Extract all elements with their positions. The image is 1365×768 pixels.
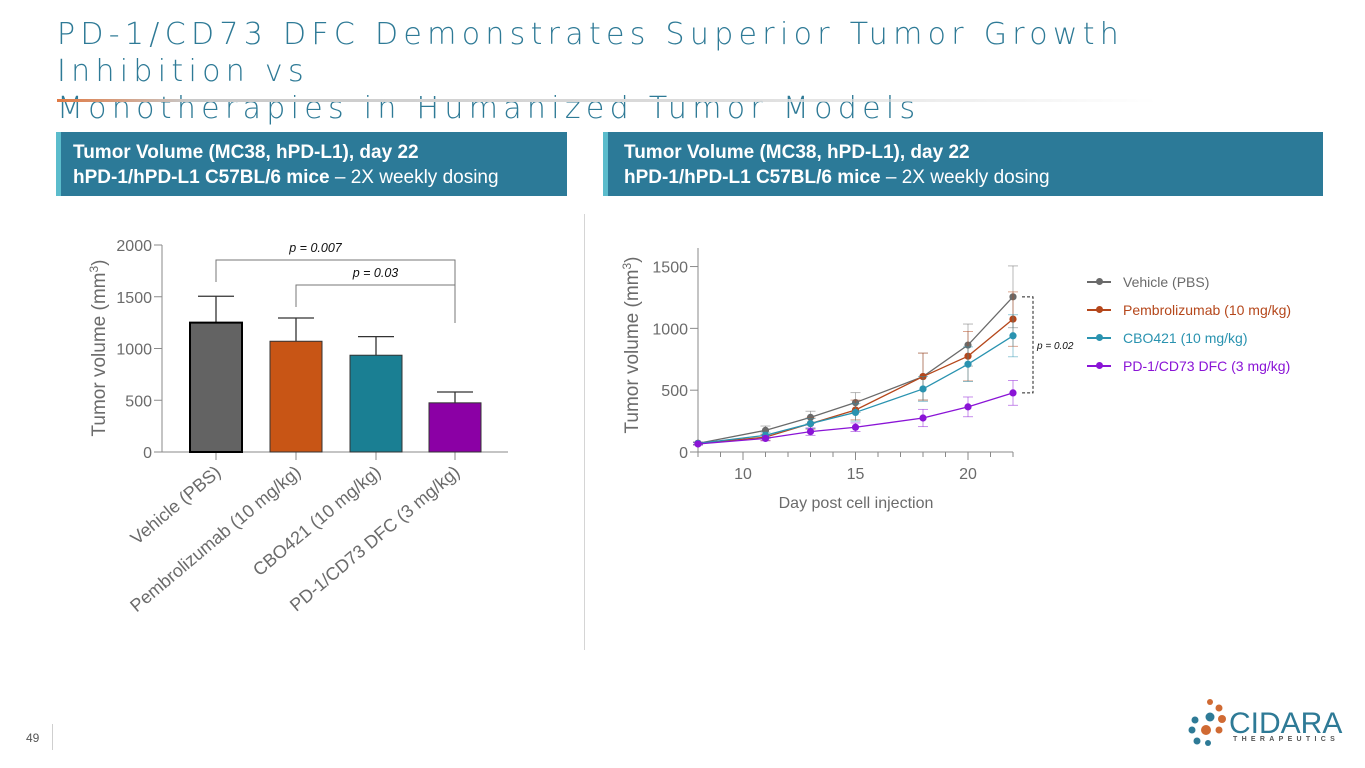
right-header-line2-bold: hPD-1/hPD-L1 C57BL/6 mice xyxy=(624,167,881,188)
bar-y-tick-label: 1500 xyxy=(116,290,152,307)
legend-item: PD-1/CD73 DFC (3 mg/kg) xyxy=(1087,354,1291,382)
line-chart-y-axis-label: Tumor volume (mm3) xyxy=(620,257,643,434)
line-y-tick-label: 0 xyxy=(679,445,688,462)
line-chart-legend: Vehicle (PBS) Pembrolizumab (10 mg/kg) CBO… xyxy=(1087,270,1291,382)
data-point xyxy=(851,408,860,417)
legend-marker-icon xyxy=(1096,278,1103,285)
legend-label: CBO421 (10 mg/kg) xyxy=(1123,330,1248,346)
significance-bracket xyxy=(295,284,456,323)
bar-x-tick-label: Pembrolizumab (10 mg/kg) xyxy=(126,462,304,616)
bar-y-tick-label: 1000 xyxy=(116,342,152,359)
line-x-tick-label: 15 xyxy=(847,466,865,483)
data-point xyxy=(1009,332,1017,340)
legend-marker-icon xyxy=(1096,362,1103,369)
line-y-tick-label: 500 xyxy=(661,383,688,400)
page-number: 49 xyxy=(26,731,40,745)
left-panel-header: Tumor Volume (MC38, hPD-L1), day 22 hPD-… xyxy=(56,132,567,196)
dot-cluster-icon xyxy=(1188,699,1226,746)
bar-y-tick-label: 0 xyxy=(143,445,152,462)
data-point xyxy=(964,360,972,368)
bar xyxy=(349,354,403,453)
legend-label: Vehicle (PBS) xyxy=(1123,274,1210,290)
right-header-line2-rest: – 2X weekly dosing xyxy=(880,167,1050,188)
logo-wordmark: CIDARA xyxy=(1229,707,1343,740)
line-y-tick-label: 1500 xyxy=(652,260,688,277)
slide-title-line1: PD-1/CD73 DFC Demonstrates Superior Tumo… xyxy=(57,17,1125,89)
p-value-label: p = 0.007 xyxy=(288,241,343,255)
right-header-line1: Tumor Volume (MC38, hPD-L1), day 22 xyxy=(624,142,970,163)
line-chart-axes: 0 500 1000 1500 10 15 20 xyxy=(652,248,1014,483)
data-point xyxy=(964,403,972,411)
line-chart-annotations: p = 0.02 xyxy=(1022,296,1074,394)
p-value-label: p = 0.03 xyxy=(352,266,399,280)
slide-title: PD-1/CD73 DFC Demonstrates Superior Tumo… xyxy=(57,16,1317,127)
line-series xyxy=(693,380,1018,448)
line-chart: 0 500 1000 1500 10 15 20 p = 0.02 Tumor volume… xyxy=(620,248,1074,512)
data-point xyxy=(919,385,927,393)
left-header-line2-rest: – 2X weekly dosing xyxy=(329,167,499,188)
bar xyxy=(189,321,243,453)
legend-item: CBO421 (10 mg/kg) xyxy=(1087,326,1291,354)
bar-chart-y-axis-label: Tumor volume (mm3) xyxy=(87,260,110,437)
bar-y-tick-label: 500 xyxy=(125,393,152,410)
significance-bracket xyxy=(1022,296,1034,394)
significance-bracket xyxy=(215,259,456,323)
legend-marker-icon xyxy=(1096,306,1103,313)
data-point xyxy=(694,440,702,448)
legend-label: PD-1/CD73 DFC (3 mg/kg) xyxy=(1123,358,1291,374)
bar-chart-bars xyxy=(189,295,482,453)
legend-marker-icon xyxy=(1096,334,1103,341)
bar xyxy=(428,402,482,453)
left-header-line1: Tumor Volume (MC38, hPD-L1), day 22 xyxy=(73,142,419,163)
line-x-tick-label: 10 xyxy=(734,466,752,483)
line-chart-series xyxy=(693,265,1018,448)
line-y-tick-label: 1000 xyxy=(652,321,688,338)
data-point xyxy=(806,428,815,436)
data-point xyxy=(806,419,815,428)
bar-chart-annotations: p = 0.007 p = 0.03 xyxy=(215,241,456,323)
data-point xyxy=(761,434,770,442)
page-number-divider xyxy=(52,724,53,750)
bar-y-tick-label: 2000 xyxy=(116,238,152,255)
title-underline xyxy=(57,99,1157,102)
right-panel-header: Tumor Volume (MC38, hPD-L1), day 22 hPD-… xyxy=(603,132,1323,196)
legend-label: Pembrolizumab (10 mg/kg) xyxy=(1123,302,1292,318)
data-point xyxy=(1009,389,1017,397)
legend-item: Vehicle (PBS) xyxy=(1087,270,1291,298)
logo-subtitle: THERAPEUTICS xyxy=(1233,736,1340,743)
data-point xyxy=(851,423,860,431)
panel-divider xyxy=(584,214,585,650)
line-x-tick-label: 20 xyxy=(959,466,977,483)
line-chart-x-axis-label: Day post cell injection xyxy=(779,495,934,512)
data-point xyxy=(806,413,815,421)
slide-title-line2: Monotherapies in Humanized Tumor Models xyxy=(57,91,921,126)
data-point xyxy=(919,414,927,422)
p-value-label: p = 0.02 xyxy=(1036,341,1074,352)
left-header-line2-bold: hPD-1/hPD-L1 C57BL/6 mice xyxy=(73,167,330,188)
legend-item: Pembrolizumab (10 mg/kg) xyxy=(1087,298,1291,326)
bar xyxy=(269,340,323,453)
